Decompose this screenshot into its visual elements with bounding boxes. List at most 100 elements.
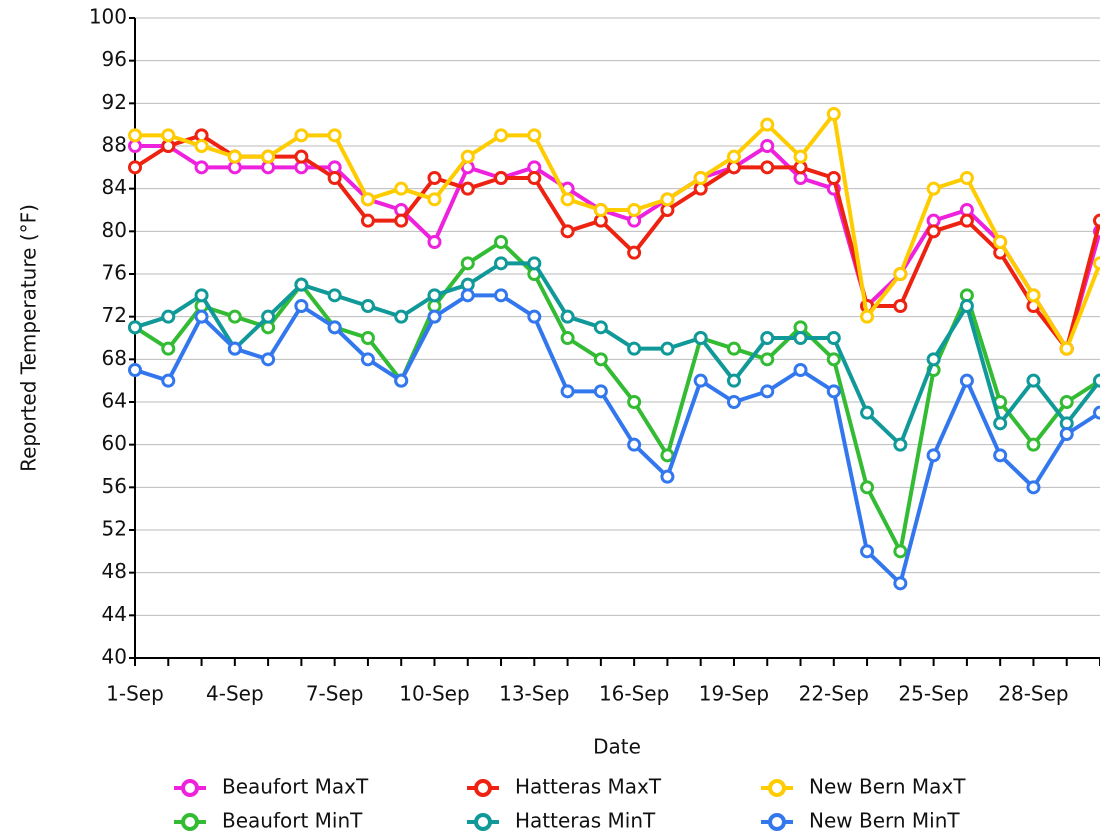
data-point xyxy=(793,331,808,345)
y-tick-label: 40 xyxy=(102,645,127,669)
data-point xyxy=(560,384,575,399)
y-tick-label: 60 xyxy=(102,431,127,455)
y-tick-label: 72 xyxy=(102,303,127,327)
data-point xyxy=(494,256,509,271)
data-point xyxy=(593,384,608,399)
data-point xyxy=(360,331,375,345)
data-point xyxy=(227,149,242,164)
data-point xyxy=(1093,373,1100,388)
data-point xyxy=(627,245,642,260)
data-point xyxy=(593,352,608,367)
data-point xyxy=(959,299,974,313)
y-tick-label: 56 xyxy=(102,474,127,498)
data-point xyxy=(660,341,675,356)
x-tick-label: 13-Sep xyxy=(499,682,569,706)
x-tick-label: 19-Sep xyxy=(699,682,769,706)
data-point xyxy=(627,437,642,452)
y-tick-label: 44 xyxy=(102,602,127,626)
data-point xyxy=(826,331,841,345)
data-point xyxy=(1059,427,1074,441)
y-tick-label: 84 xyxy=(102,175,127,199)
legend-label: Hatteras MaxT xyxy=(515,775,662,799)
data-point xyxy=(360,192,375,207)
data-point xyxy=(1093,256,1100,271)
data-point xyxy=(760,139,775,153)
data-point xyxy=(261,149,276,164)
data-point xyxy=(128,160,142,175)
data-point xyxy=(893,299,908,313)
data-point xyxy=(693,373,708,388)
y-tick-label: 64 xyxy=(102,389,127,413)
data-point xyxy=(760,352,775,367)
legend-marker xyxy=(474,779,492,797)
data-point xyxy=(261,309,276,324)
data-point xyxy=(128,320,142,335)
data-point xyxy=(394,213,409,228)
data-point xyxy=(327,171,342,185)
data-point xyxy=(1026,288,1041,303)
data-point xyxy=(1059,341,1074,356)
data-point xyxy=(394,309,409,324)
legend-marker xyxy=(768,813,786,831)
x-axis-label: Date xyxy=(593,735,641,759)
data-point xyxy=(760,160,775,175)
data-point xyxy=(627,203,642,217)
x-tick-label: 25-Sep xyxy=(898,682,968,706)
series-line xyxy=(134,261,1100,447)
data-point xyxy=(494,171,509,185)
data-point xyxy=(760,384,775,399)
data-point xyxy=(826,171,841,185)
data-point xyxy=(693,331,708,345)
data-point xyxy=(261,352,276,367)
legend-label: New Bern MinT xyxy=(809,809,960,833)
data-point xyxy=(494,235,509,249)
y-tick-label: 76 xyxy=(102,261,127,285)
data-point xyxy=(161,309,176,324)
data-point xyxy=(959,213,974,228)
data-point xyxy=(826,384,841,399)
data-point xyxy=(494,288,509,303)
data-point xyxy=(527,256,542,271)
data-point xyxy=(194,139,209,153)
y-tick-label: 92 xyxy=(102,90,127,114)
data-point xyxy=(460,149,475,164)
data-point xyxy=(760,117,775,132)
y-tick-label: 80 xyxy=(102,218,127,242)
x-tick-label: 16-Sep xyxy=(599,682,669,706)
data-point xyxy=(726,395,741,409)
legend-label: Beaufort MaxT xyxy=(222,775,369,799)
data-point xyxy=(294,299,309,313)
data-point xyxy=(128,128,142,143)
data-point xyxy=(860,544,875,559)
legend-marker xyxy=(181,779,199,797)
data-point xyxy=(327,320,342,335)
data-point xyxy=(993,448,1008,463)
data-point xyxy=(294,277,309,292)
data-point xyxy=(926,181,941,196)
data-point xyxy=(1093,405,1100,420)
data-point xyxy=(560,309,575,324)
data-point xyxy=(527,171,542,185)
series-line xyxy=(133,240,1100,554)
data-point xyxy=(227,309,242,324)
x-tick-label: 22-Sep xyxy=(799,682,869,706)
data-point xyxy=(726,341,741,356)
x-tick-label: 7-Sep xyxy=(306,682,364,706)
data-point xyxy=(527,128,542,143)
data-point xyxy=(893,576,908,591)
data-point xyxy=(826,352,841,367)
data-point xyxy=(460,181,475,196)
data-point xyxy=(959,373,974,388)
legend-marker xyxy=(474,813,492,831)
data-point xyxy=(427,192,442,207)
data-point xyxy=(993,235,1008,249)
y-tick-label: 52 xyxy=(102,517,127,541)
data-point xyxy=(560,224,575,239)
x-tick-label: 4-Sep xyxy=(206,682,264,706)
data-point xyxy=(627,395,642,409)
data-point xyxy=(926,224,941,239)
data-point xyxy=(394,181,409,196)
data-point xyxy=(294,149,309,164)
data-point xyxy=(360,299,375,313)
x-tick-label: 10-Sep xyxy=(399,682,469,706)
